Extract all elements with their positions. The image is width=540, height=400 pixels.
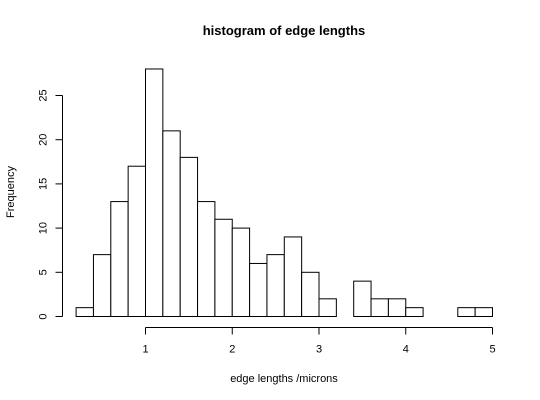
- histogram-bar: [197, 201, 216, 317]
- histogram-bar: [301, 271, 320, 317]
- y-tick-label: 10: [38, 222, 50, 234]
- histogram-bar: [387, 298, 407, 318]
- x-tick-label: 5: [489, 344, 495, 356]
- histogram-bar: [162, 130, 181, 317]
- histogram-bar: [266, 254, 285, 317]
- y-tick-label: 15: [38, 178, 50, 190]
- y-axis: 0 5 10 15 20 25: [38, 89, 63, 320]
- histogram-bar: [370, 298, 389, 318]
- histogram-bar: [353, 280, 372, 318]
- histogram-bar: [145, 68, 164, 318]
- y-axis-label: Frequency: [5, 166, 17, 218]
- x-axis-label: edge lengths /microns: [230, 373, 338, 385]
- histogram-bar: [179, 156, 199, 317]
- histogram-bar: [127, 165, 146, 317]
- x-tick-label: 1: [142, 344, 148, 356]
- x-axis: 1 2 3 4 5: [142, 327, 496, 356]
- histogram-bar: [214, 218, 233, 317]
- histogram-bar: [283, 236, 303, 317]
- x-tick-label: 2: [229, 344, 235, 356]
- histogram-bar: [474, 307, 493, 318]
- histogram-bar: [231, 227, 251, 318]
- histogram-bar: [92, 254, 112, 317]
- y-tick-label: 5: [38, 269, 50, 275]
- chart-title: histogram of edge lengths: [203, 23, 366, 38]
- y-tick-label: 25: [38, 89, 50, 101]
- histogram-bar: [75, 307, 94, 318]
- bars-group: [75, 68, 493, 318]
- y-tick-label: 0: [38, 313, 50, 319]
- histogram-bar: [318, 298, 337, 318]
- histogram-bar: [405, 307, 424, 318]
- histogram-bar: [110, 201, 129, 317]
- histogram-bar: [249, 262, 268, 317]
- x-tick-label: 3: [316, 344, 322, 356]
- x-tick-label: 4: [403, 344, 409, 356]
- y-tick-label: 20: [38, 134, 50, 146]
- histogram-bar: [457, 307, 476, 318]
